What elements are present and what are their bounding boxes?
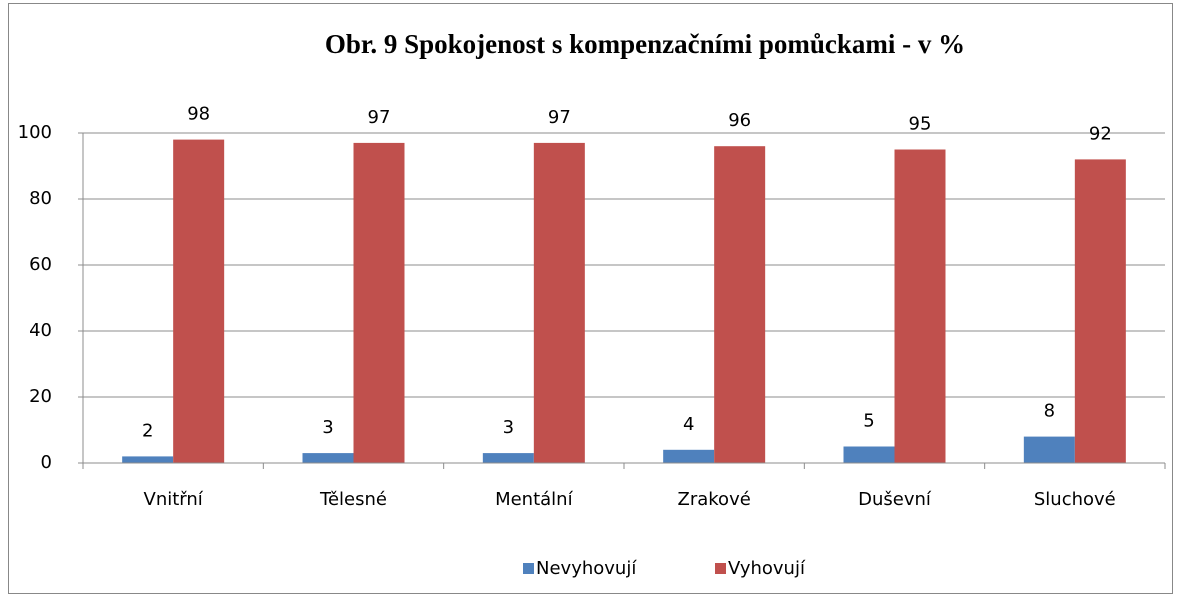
value-label: 3 xyxy=(322,417,333,438)
bar xyxy=(1023,436,1075,463)
bar xyxy=(663,449,715,463)
value-label: 97 xyxy=(368,107,391,128)
legend-label: Vyhovují xyxy=(728,558,806,579)
x-tick-label: Zrakové xyxy=(678,489,751,510)
value-label: 96 xyxy=(728,110,751,131)
bar xyxy=(482,453,534,463)
bar xyxy=(173,139,225,463)
y-tick-label: 40 xyxy=(29,320,52,341)
bar xyxy=(1074,159,1126,463)
legend-swatch xyxy=(523,563,534,574)
bar xyxy=(302,453,354,463)
value-label: 3 xyxy=(503,417,514,438)
value-label: 2 xyxy=(142,420,153,441)
y-tick-label: 20 xyxy=(29,386,52,407)
bar xyxy=(714,146,766,463)
x-tick-label: Sluchové xyxy=(1034,489,1116,510)
bar xyxy=(353,142,405,463)
x-tick-label: Tělesné xyxy=(319,489,387,510)
value-label: 4 xyxy=(683,414,694,435)
bar xyxy=(894,149,946,463)
y-tick-label: 0 xyxy=(41,452,52,473)
x-tick-label: Vnitřní xyxy=(144,489,204,510)
value-label: 97 xyxy=(548,107,571,128)
bar xyxy=(533,142,585,463)
y-tick-label: 60 xyxy=(29,254,52,275)
legend-label: Nevyhovují xyxy=(536,558,637,579)
y-tick-label: 100 xyxy=(18,122,52,143)
bar xyxy=(122,456,174,463)
legend-swatch xyxy=(715,563,726,574)
value-label: 8 xyxy=(1044,401,1055,422)
x-tick-label: Duševní xyxy=(858,489,932,510)
x-tick-label: Mentální xyxy=(495,489,574,510)
value-label: 92 xyxy=(1089,123,1112,144)
y-tick-label: 80 xyxy=(29,188,52,209)
bar xyxy=(843,446,895,463)
value-label: 95 xyxy=(909,114,932,135)
chart-title: Obr. 9 Spokojenost s kompenzačními pomůc… xyxy=(325,29,965,59)
value-label: 98 xyxy=(187,104,210,125)
value-label: 5 xyxy=(863,411,874,432)
